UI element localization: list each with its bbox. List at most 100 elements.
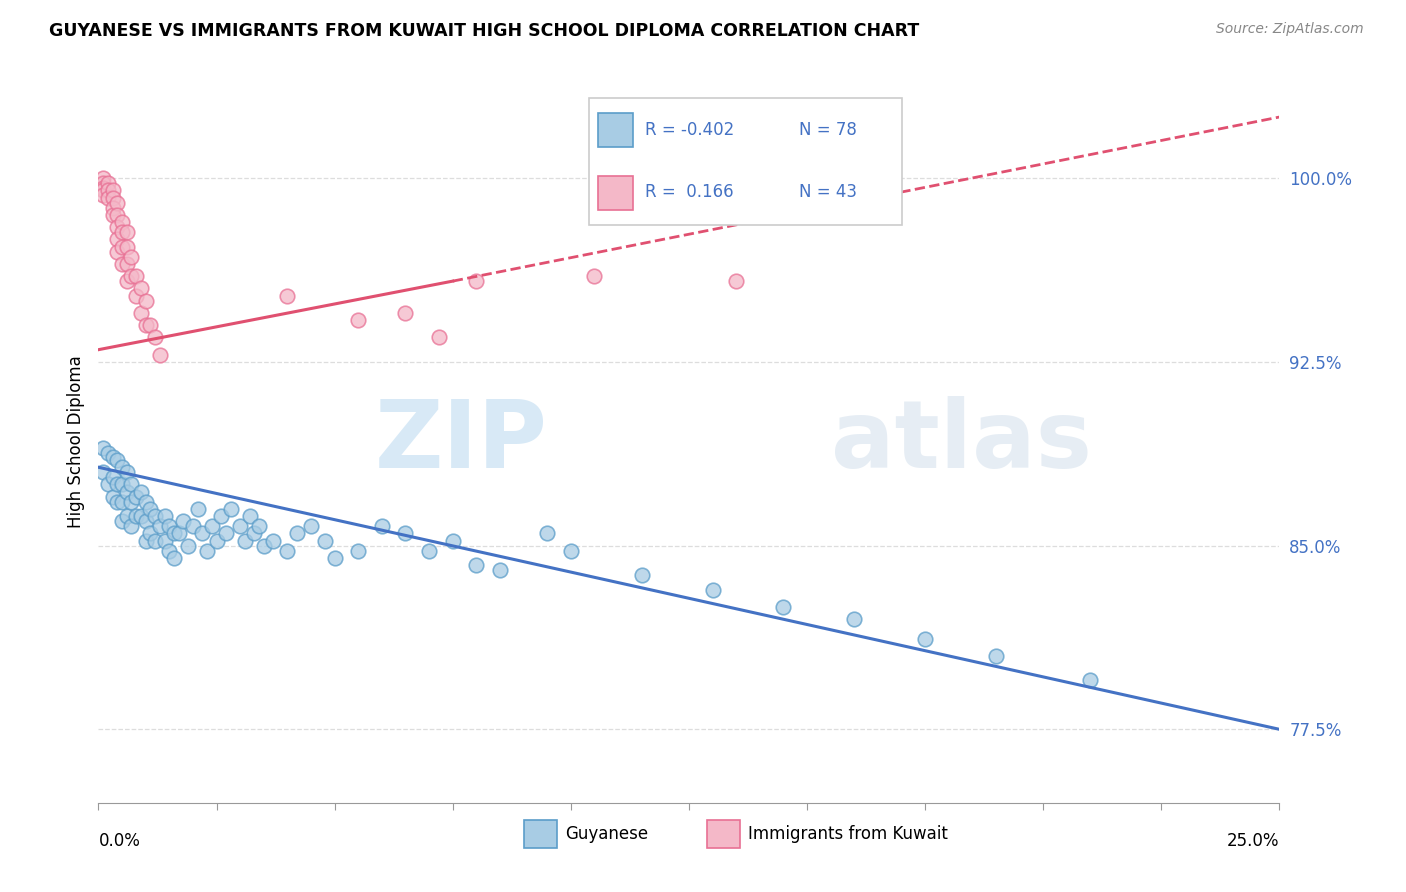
- Point: [105, 232, 128, 246]
- Point: [1080, 673, 1102, 688]
- Point: [177, 539, 200, 553]
- Point: [111, 225, 134, 239]
- Point: [583, 269, 606, 284]
- Point: [135, 533, 157, 548]
- Point: [105, 494, 128, 508]
- Point: [91, 181, 114, 195]
- Point: [209, 509, 232, 524]
- Point: [115, 240, 138, 254]
- Point: [725, 274, 748, 288]
- Point: [233, 533, 256, 548]
- Point: [418, 543, 440, 558]
- Point: [139, 318, 162, 333]
- Point: [121, 519, 143, 533]
- Point: [111, 240, 134, 254]
- Point: [111, 257, 134, 271]
- Point: [299, 519, 322, 533]
- Point: [394, 306, 416, 320]
- Point: [371, 519, 394, 533]
- Text: GUYANESE VS IMMIGRANTS FROM KUWAIT HIGH SCHOOL DIPLOMA CORRELATION CHART: GUYANESE VS IMMIGRANTS FROM KUWAIT HIGH …: [49, 22, 920, 40]
- Point: [129, 281, 152, 295]
- Point: [121, 250, 143, 264]
- Point: [276, 289, 298, 303]
- Point: [394, 526, 416, 541]
- Point: [276, 543, 298, 558]
- Point: [125, 509, 148, 524]
- Point: [139, 502, 162, 516]
- Point: [97, 445, 120, 459]
- Point: [139, 526, 162, 541]
- Point: [427, 330, 450, 344]
- Point: [105, 477, 128, 491]
- Point: [702, 582, 724, 597]
- Point: [115, 274, 138, 288]
- Text: 25.0%: 25.0%: [1227, 832, 1279, 850]
- Point: [111, 494, 134, 508]
- Point: [111, 215, 134, 229]
- Point: [163, 526, 186, 541]
- Point: [536, 526, 558, 541]
- Point: [135, 514, 157, 528]
- Point: [129, 306, 152, 320]
- Point: [105, 453, 128, 467]
- Point: [135, 293, 157, 308]
- Point: [239, 509, 262, 524]
- Point: [285, 526, 308, 541]
- Point: [465, 558, 488, 573]
- Point: [181, 519, 204, 533]
- Point: [111, 477, 134, 491]
- Point: [111, 514, 134, 528]
- Text: Immigrants from Kuwait: Immigrants from Kuwait: [748, 825, 948, 843]
- Point: [101, 470, 124, 484]
- Point: [101, 201, 124, 215]
- Point: [772, 599, 794, 614]
- Point: [91, 465, 114, 479]
- Point: [125, 490, 148, 504]
- Point: [101, 191, 124, 205]
- Point: [187, 502, 209, 516]
- Point: [163, 550, 186, 565]
- Point: [153, 509, 176, 524]
- Point: [101, 208, 124, 222]
- Point: [247, 519, 270, 533]
- Point: [441, 533, 464, 548]
- Point: [157, 519, 180, 533]
- Point: [111, 460, 134, 475]
- Point: [125, 289, 148, 303]
- Point: [121, 269, 143, 284]
- Point: [105, 208, 128, 222]
- Point: [135, 494, 157, 508]
- Point: [105, 220, 128, 235]
- Point: [157, 543, 180, 558]
- Point: [97, 176, 120, 190]
- Point: [215, 526, 238, 541]
- Text: ZIP: ZIP: [374, 395, 547, 488]
- Point: [465, 274, 488, 288]
- Point: [143, 533, 166, 548]
- Point: [129, 509, 152, 524]
- Point: [262, 533, 284, 548]
- Point: [191, 526, 214, 541]
- Point: [984, 648, 1007, 663]
- FancyBboxPatch shape: [598, 112, 634, 147]
- Text: Source: ZipAtlas.com: Source: ZipAtlas.com: [1216, 22, 1364, 37]
- Point: [105, 195, 128, 210]
- Point: [914, 632, 936, 646]
- Point: [560, 543, 582, 558]
- FancyBboxPatch shape: [707, 820, 740, 847]
- Point: [91, 184, 114, 198]
- Point: [115, 225, 138, 239]
- Point: [101, 450, 124, 465]
- Point: [201, 519, 224, 533]
- Point: [489, 563, 512, 577]
- Point: [91, 171, 114, 186]
- Point: [97, 184, 120, 198]
- FancyBboxPatch shape: [589, 98, 901, 225]
- Point: [347, 313, 370, 327]
- Text: R = -0.402: R = -0.402: [645, 121, 734, 139]
- Point: [97, 191, 120, 205]
- Point: [630, 568, 652, 582]
- Point: [101, 490, 124, 504]
- Point: [149, 348, 172, 362]
- Point: [143, 509, 166, 524]
